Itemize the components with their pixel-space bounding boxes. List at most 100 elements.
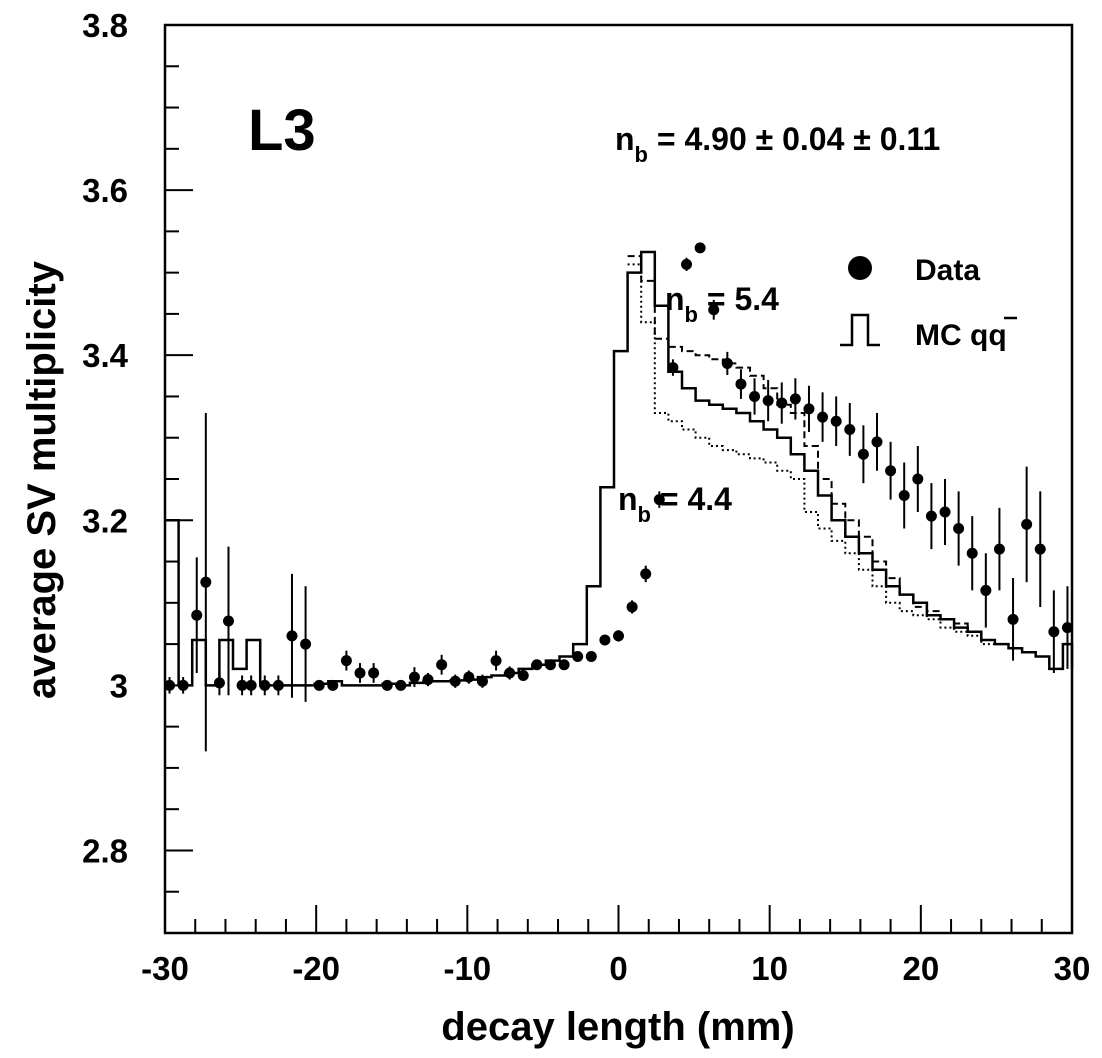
x-tick-label: 10 (751, 950, 788, 987)
data-point (213, 677, 225, 689)
data-point (857, 448, 869, 460)
data-point (735, 378, 747, 390)
data-point (667, 362, 679, 374)
data-point (953, 523, 965, 535)
legend-data-marker (848, 256, 872, 280)
data-point (585, 650, 597, 662)
data-point (803, 403, 815, 415)
data-point (721, 357, 733, 369)
x-tick-label: 0 (609, 950, 627, 987)
data-point (422, 674, 434, 686)
data-point (898, 490, 910, 502)
data-point (925, 510, 937, 522)
data-point (300, 638, 312, 650)
x-axis-title: decay length (mm) (441, 1005, 794, 1049)
high-annotation-sub: b (685, 302, 698, 327)
data-point (408, 671, 420, 683)
y-tick-label: 3.6 (82, 172, 128, 209)
data-point (517, 669, 529, 681)
legend-mc-label-prefix: MC q (915, 319, 988, 352)
data-point (762, 395, 774, 407)
data-point (817, 411, 829, 423)
data-point (544, 659, 556, 671)
data-point (980, 584, 992, 596)
y-tick-label: 3 (110, 667, 128, 704)
data-point (830, 415, 842, 427)
data-point (939, 506, 951, 518)
data-point (381, 679, 393, 691)
data-point (613, 630, 624, 642)
x-tick-label: -10 (443, 950, 491, 987)
data-point (191, 609, 203, 621)
data-point (844, 423, 856, 435)
data-point (558, 659, 570, 671)
legend-mc-label: MC qq (915, 319, 1007, 352)
low-annotation: nb = 4.4 (618, 481, 732, 527)
data-point (1061, 622, 1073, 634)
data-point (1048, 626, 1060, 638)
result-annotation-sub: b (635, 142, 648, 167)
data-point (885, 465, 897, 477)
y-tick-label: 2.8 (82, 832, 128, 869)
experiment-label: L3 (248, 98, 316, 163)
data-point (436, 659, 448, 671)
data-point (200, 576, 212, 588)
high-annotation-text: = 5.4 (698, 281, 779, 317)
data-point (789, 393, 801, 405)
data-point (354, 667, 366, 679)
x-tick-label: -30 (141, 950, 189, 987)
result-annotation: nb = 4.90 ± 0.04 ± 0.11 (615, 121, 940, 167)
data-point (626, 601, 638, 613)
data-point (776, 397, 788, 409)
data-point (395, 679, 407, 691)
data-point (313, 679, 325, 691)
data-point (504, 667, 516, 679)
x-tick-labels: -30 -20 -10 0 10 20 30 (141, 950, 1090, 987)
data-point (966, 547, 978, 559)
y-tick-label: 3.2 (82, 502, 128, 539)
y-tick-label: 3.4 (82, 337, 129, 374)
mc-low-series-line (627, 263, 995, 646)
low-annotation-sub: b (638, 502, 651, 527)
mc-nominal-series-line (165, 250, 1074, 687)
data-point (599, 634, 611, 646)
data-point (272, 679, 284, 691)
legend: Data MC qq (840, 254, 1017, 352)
data-point (449, 675, 461, 687)
data-point (1021, 518, 1033, 530)
data-point (640, 568, 652, 580)
high-annotation: nb = 5.4 (665, 281, 779, 327)
data-point (993, 543, 1005, 555)
data-point (681, 258, 693, 270)
data-point (708, 304, 720, 316)
data-point (286, 630, 298, 642)
low-annotation-text: = 4.4 (651, 481, 732, 517)
data-point (164, 679, 176, 691)
data-point (340, 655, 352, 667)
result-annotation-text: = 4.90 ± 0.04 ± 0.11 (648, 121, 940, 157)
data-point (327, 679, 339, 691)
data-point (1007, 613, 1019, 625)
y-tick-label: 3.8 (82, 7, 128, 44)
result-annotation-prefix: n (615, 121, 635, 157)
y-tick-labels: 2.8 3 3.2 3.4 3.6 3.8 (82, 7, 129, 869)
data-point (694, 242, 706, 254)
legend-data-label: Data (915, 254, 980, 287)
x-tick-label: 20 (902, 950, 939, 987)
data-point (368, 667, 380, 679)
legend-mc-marker (840, 313, 880, 347)
data-point (1034, 543, 1046, 555)
data-point (490, 655, 502, 667)
legend-mc-label-bar-q: q (988, 319, 1006, 352)
low-annotation-prefix: n (618, 481, 638, 517)
y-axis-title: average SV multiplicity (20, 260, 64, 699)
data-point (749, 390, 761, 402)
data-point (912, 473, 924, 485)
data-point (531, 659, 543, 671)
data-point (476, 675, 488, 687)
data-point (222, 615, 234, 627)
data-point (653, 494, 665, 506)
data-point (871, 436, 883, 448)
data-point (572, 650, 584, 662)
